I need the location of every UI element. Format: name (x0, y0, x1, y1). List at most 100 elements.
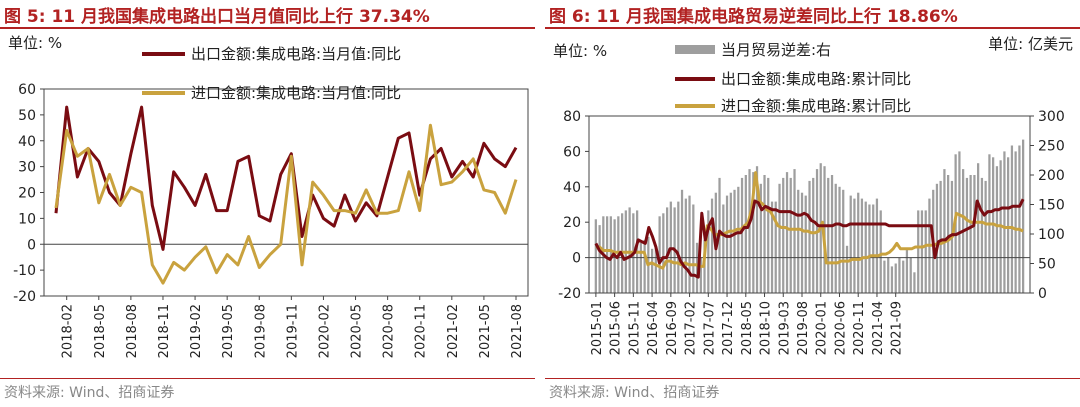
deficit-bar (935, 183, 939, 293)
deficit-bar (654, 245, 657, 293)
deficit-bar (1010, 145, 1014, 293)
deficit-bar (860, 198, 864, 293)
x-tick-label: 2019-08 (253, 304, 268, 358)
deficit-bar (770, 201, 774, 293)
y-right-tick-label: 0 (1038, 286, 1047, 302)
deficit-bar (744, 175, 747, 293)
x-tick-label: 2019-11 (285, 304, 300, 358)
deficit-bar (797, 189, 800, 294)
deficit-bar (838, 186, 841, 293)
x-tick-label: 2016-09 (665, 301, 680, 355)
y-left-tick-label: -20 (558, 286, 581, 302)
x-tick-label: 2020-05 (350, 304, 365, 358)
deficit-bar (598, 225, 601, 293)
deficit-bar (864, 201, 867, 293)
x-tick-label: 2015-11 (627, 301, 642, 355)
x-tick-label: 2015-01 (590, 301, 605, 355)
deficit-bar (740, 177, 744, 293)
series-line (54, 123, 518, 285)
deficit-bar (872, 204, 875, 293)
y-left-tick-label: 20 (563, 215, 581, 231)
deficit-bar (707, 210, 710, 293)
unit-label-right: 单位: 亿美元 (988, 35, 1073, 53)
legend-label: 当月贸易逆差:右 (721, 41, 831, 59)
chart-panel-export: 图 5: 11 月我国集成电路出口当月值同比上行 37.34% 单位: % -2… (0, 0, 535, 407)
deficit-bar (890, 266, 894, 293)
chart-title: 图 6: 11 月我国集成电路贸易逆差同比上行 18.86% (549, 7, 958, 27)
legend-label: 进口金额:集成电路:当月值:同比 (191, 84, 401, 102)
x-tick-label: 2018-11 (157, 304, 172, 358)
deficit-bar (733, 189, 736, 294)
deficit-bar (643, 239, 646, 293)
deficit-bar (782, 177, 785, 293)
x-tick-label: 2020-01 (815, 301, 830, 355)
line-chart: 单位: % -20 -10 0 10 20 30 40 50 60 2018-02 2018-05 2… (8, 34, 529, 358)
x-tick-label: 2018-05 (740, 301, 755, 355)
deficit-bar (980, 177, 984, 293)
legend-label: 出口金额:集成电路:累计同比 (721, 70, 911, 88)
y-tick-label: 10 (18, 211, 36, 227)
deficit-bar (898, 257, 901, 293)
deficit-bar (1007, 157, 1010, 293)
source-rule (545, 378, 1080, 379)
deficit-bar (677, 201, 680, 293)
deficit-bar (609, 216, 612, 293)
y-tick-label: 60 (18, 82, 36, 98)
deficit-bar (789, 177, 792, 293)
y-left-tick-label: 0 (572, 251, 581, 267)
x-tick-label: 2020-11 (852, 301, 867, 355)
deficit-bar (902, 260, 905, 293)
deficit-bar (737, 186, 740, 293)
x-tick-label: 2015-06 (609, 301, 624, 355)
deficit-bar (666, 207, 669, 293)
x-tick-label: 2018-05 (93, 304, 108, 358)
legend-swatch (675, 45, 715, 54)
x-tick-label: 2021-08 (510, 304, 525, 358)
deficit-bar (1003, 151, 1006, 293)
source-note: 资料来源: Wind、招商证券 (4, 385, 175, 401)
x-tick-label: 2018-08 (125, 304, 140, 358)
deficit-bar (684, 198, 687, 293)
x-tick-label: 2018-02 (61, 304, 76, 358)
deficit-bar (680, 189, 684, 294)
deficit-bar (875, 198, 879, 293)
x-tick-label: 2020-11 (414, 304, 429, 358)
deficit-bar (800, 192, 804, 293)
deficit-bar (842, 189, 845, 294)
x-tick-label: 2019-05 (221, 304, 236, 358)
deficit-bar (628, 207, 631, 293)
deficit-bar (965, 177, 969, 293)
y-left-tick-label: 80 (563, 109, 581, 125)
deficit-bar (834, 183, 837, 293)
deficit-bar (977, 163, 980, 293)
y-tick-label: -10 (13, 263, 36, 279)
deficit-bar (695, 242, 699, 293)
deficit-bar (748, 169, 751, 293)
deficit-bar (767, 177, 770, 293)
deficit-bar (857, 192, 860, 293)
deficit-bar (793, 169, 796, 293)
y-right-tick-label: 300 (1038, 109, 1065, 125)
deficit-bar (688, 195, 691, 293)
series-line (54, 105, 518, 251)
source-rule (0, 378, 535, 379)
deficit-bar (894, 263, 897, 293)
deficit-bar (639, 242, 642, 293)
legend-label: 进口金额:集成电路:累计同比 (721, 97, 911, 115)
bar-line-chart: 单位: % 单位: 亿美元 -20 0 20 40 60 80 0 50 100 150 200 25… (553, 35, 1073, 355)
x-tick-label: 2021-05 (478, 304, 493, 358)
chart-title: 图 5: 11 月我国集成电路出口当月值同比上行 37.34% (4, 7, 430, 27)
deficit-bar (879, 210, 882, 293)
y-tick-label: 30 (18, 160, 36, 176)
deficit-bar (658, 216, 661, 293)
deficit-bar (1022, 139, 1025, 293)
y-right-tick-label: 200 (1038, 168, 1065, 184)
deficit-bar (917, 210, 920, 293)
y-tick-label: -20 (13, 289, 36, 305)
y-right-tick-label: 250 (1038, 139, 1065, 155)
deficit-bar (995, 166, 999, 293)
title-rule (545, 27, 1080, 29)
deficit-bar (692, 204, 695, 293)
deficit-bar (594, 219, 597, 294)
deficit-bar (887, 257, 890, 293)
